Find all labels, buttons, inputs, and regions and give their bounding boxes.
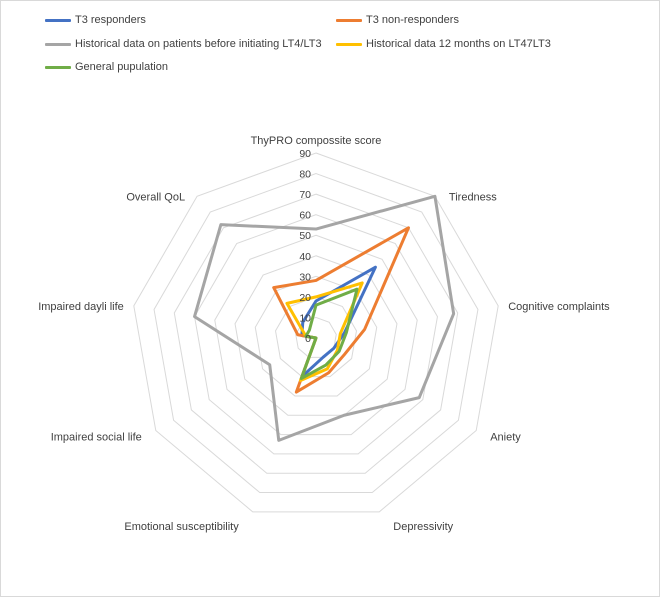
legend-swatch (336, 42, 362, 46)
grid-ring (153, 173, 479, 494)
tick-label: 50 (299, 230, 311, 242)
grid-ring (254, 275, 378, 397)
series-line-1 (272, 226, 410, 394)
grid-ring (133, 152, 499, 513)
axis-label: Depressivity (393, 521, 453, 533)
axis-label: Impaired dayli life (38, 301, 124, 313)
legend-swatch (45, 42, 71, 46)
tick-label: 40 (299, 251, 311, 263)
radar-axis-labels: ThyPRO compossite score Tiredness Cognitiv… (38, 135, 610, 533)
tick-label: 30 (299, 271, 311, 283)
legend-item-historical-before: Historical data on patients before initi… (45, 38, 322, 50)
legend-item-t3-responders: T3 responders (45, 14, 146, 26)
tick-label: 60 (299, 210, 311, 222)
grid-ring (234, 255, 398, 416)
legend-label: T3 responders (75, 14, 146, 26)
legend-item-historical-12-months: Historical data 12 months on LT47LT3 (336, 38, 551, 50)
tick-label: 90 (299, 148, 311, 160)
legend-label: T3 non-responders (366, 14, 459, 26)
legend-swatch (336, 18, 362, 22)
legend-label: Historical data 12 months on LT47LT3 (366, 38, 551, 50)
radar-series (193, 194, 456, 442)
series-line-4 (299, 287, 359, 381)
axis-label: Impaired social life (51, 432, 142, 444)
legend-item-t3-non-responders: T3 non-responders (336, 14, 459, 26)
tick-label: 0 (305, 333, 311, 345)
axis-label: Cognitive complaints (508, 301, 610, 313)
axis-label: ThyPRO compossite score (251, 135, 382, 147)
grid-ring (214, 234, 418, 436)
tick-label: 20 (299, 292, 311, 304)
grid-ring (194, 214, 438, 455)
series-line-2 (193, 194, 456, 442)
radar-tick-labels: 0 10 20 30 40 50 60 70 80 90 (299, 148, 311, 345)
legend-item-general-population: General pupulation (45, 61, 168, 73)
legend-label: General pupulation (75, 61, 168, 73)
axis-label: Overall QoL (126, 191, 185, 203)
axis-label: Aniety (490, 432, 521, 444)
tick-label: 70 (299, 189, 311, 201)
legend-label: Historical data on patients before initi… (75, 38, 322, 50)
axis-label: Tiredness (449, 191, 497, 203)
axis-label: Emotional susceptibility (124, 521, 239, 533)
grid-ring (173, 193, 459, 474)
tick-label: 10 (299, 312, 311, 324)
legend-swatch (45, 65, 71, 69)
legend-swatch (45, 18, 71, 22)
tick-label: 80 (299, 169, 311, 181)
radar-grid (133, 152, 499, 513)
grid-ring (295, 316, 337, 358)
